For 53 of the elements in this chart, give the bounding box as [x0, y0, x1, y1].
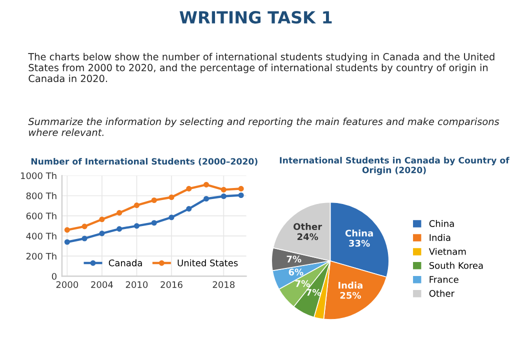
data-label: India 25%	[338, 282, 362, 299]
text: The charts below show the number of international students studying in Canada and the United States from 2000 to 2020, and the percentage of international students by country of origin in Canada in 2020.	[28, 52, 494, 82]
data-label: Other 24%	[294, 223, 322, 240]
legend-label: Canada	[108, 259, 142, 266]
y-tick-label: 800 Th	[26, 192, 56, 200]
point	[116, 210, 122, 216]
legend-label: France	[430, 276, 458, 283]
legend-label: Other	[429, 290, 454, 297]
point	[238, 186, 244, 192]
data-label: China 33%	[345, 230, 373, 247]
point	[99, 230, 105, 236]
point	[134, 223, 140, 229]
point	[204, 196, 210, 202]
point	[151, 220, 157, 226]
point	[168, 194, 174, 200]
y-tick-label: 0	[52, 272, 56, 280]
legend-label: United States	[178, 259, 238, 266]
point	[82, 236, 88, 242]
x-tick-label: 2018	[212, 281, 235, 288]
x-tick-label: 2000	[56, 281, 78, 288]
point	[64, 239, 70, 245]
data-label: 7%	[286, 256, 302, 262]
text: Summarize the information by selecting and reporting the main features and make comparisons where relevant.	[28, 118, 500, 136]
chart-title: International Students in Canada by Country of Origin (2020)	[280, 156, 510, 175]
point	[151, 197, 157, 204]
y-tick-label: 200 Th	[26, 252, 56, 260]
point	[238, 192, 244, 198]
point	[116, 226, 122, 232]
point	[220, 193, 226, 200]
legend-label: Vietnam	[428, 248, 466, 255]
legend-label: India	[430, 234, 450, 241]
chart-title: Number of International Students (2000–2020)	[31, 158, 258, 166]
point	[134, 202, 140, 208]
legend-label: China	[429, 220, 454, 227]
x-tick-label: 2004	[91, 281, 113, 288]
y-tick-label: 600 Th	[26, 212, 56, 220]
data-label: 7%	[306, 288, 321, 296]
y-tick-label: 400 Th	[26, 232, 56, 240]
point	[186, 206, 192, 212]
point	[168, 214, 174, 220]
point	[220, 186, 226, 192]
point	[64, 227, 70, 233]
point	[99, 216, 105, 222]
data-label: 7%	[295, 280, 310, 287]
point	[204, 182, 210, 188]
point	[82, 224, 88, 230]
point	[186, 186, 192, 192]
legend-label: South Korea	[429, 262, 483, 269]
x-tick-label: 2010	[126, 281, 148, 288]
x-tick-label: 2016	[160, 281, 182, 288]
data-label: 6%	[288, 268, 304, 276]
text: WRITING TASK 1	[180, 10, 332, 24]
y-tick-label: 1000 Th	[21, 172, 56, 180]
